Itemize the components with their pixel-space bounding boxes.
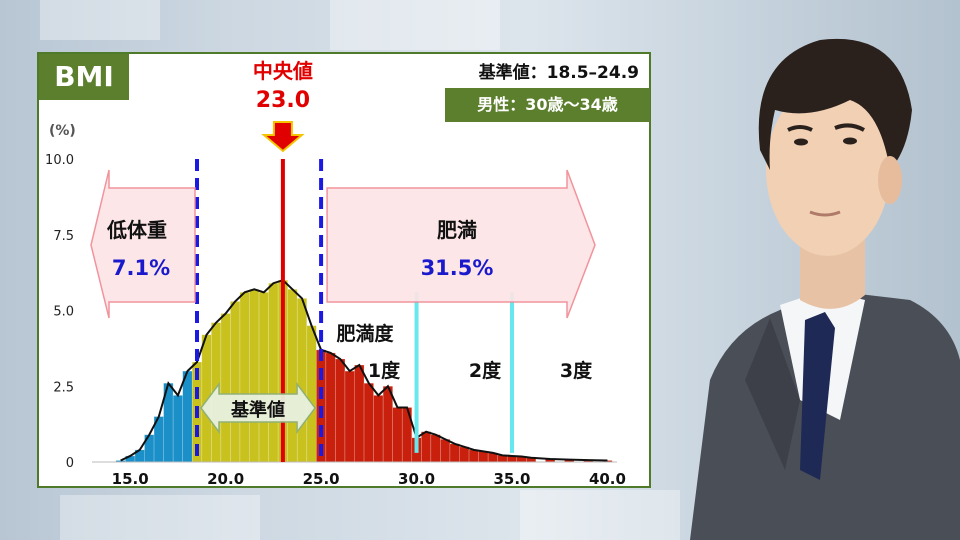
histogram-bar <box>335 358 346 463</box>
y-tick-label: 5.0 <box>53 305 74 320</box>
histogram-bar <box>382 385 393 463</box>
bmi-chart-panel: BMI 基準値：18.5–24.9 男性：30歳〜34歳 0 2.5 5.0 7.5 1… <box>37 52 651 488</box>
median-title: 中央値 <box>253 59 313 83</box>
histogram-bar <box>220 313 231 463</box>
median-arrow-icon <box>261 121 305 153</box>
median-value: 23.0 <box>256 88 310 113</box>
histogram-bar <box>344 370 355 463</box>
histogram-bar <box>249 288 260 463</box>
histogram-bar <box>296 298 308 463</box>
grade3-label: 3度 <box>560 359 593 382</box>
mouth <box>809 210 841 217</box>
histogram-bar <box>325 352 336 463</box>
histogram-bar <box>459 446 470 463</box>
obese-label: 肥満 <box>437 218 477 242</box>
x-tick-label: 25.0 <box>303 470 340 488</box>
histogram-bar <box>354 364 365 463</box>
hair <box>758 38 912 171</box>
obesity-degree-label: 肥満度 <box>336 322 394 345</box>
normal-range-arrow <box>200 381 317 435</box>
tie <box>800 312 835 480</box>
x-tick-label: 15.0 <box>112 470 149 488</box>
eye <box>843 137 857 145</box>
histogram-bar <box>172 395 183 463</box>
grade2-label: 2度 <box>469 359 502 382</box>
x-tick-label: 40.0 <box>589 470 626 488</box>
histogram-bar <box>449 443 460 463</box>
y-tick-label: 2.5 <box>53 380 74 395</box>
grade1-label: 1度 <box>368 359 401 382</box>
histogram-bar <box>287 288 298 463</box>
businessman-photo <box>690 38 960 540</box>
x-tick-label: 20.0 <box>207 470 244 488</box>
demographic-tag: 男性：30歳〜34歳 <box>445 88 650 122</box>
y-tick-label: 10.0 <box>45 153 74 168</box>
histogram-bar <box>440 438 451 463</box>
distribution-line <box>120 279 608 462</box>
histogram-bar <box>373 395 384 463</box>
histogram-bar <box>421 431 432 463</box>
lapel <box>745 318 800 470</box>
normal-range-label: 基準値 <box>230 399 285 421</box>
histogram-bar <box>306 325 317 463</box>
bmi-distribution-chart: 0 2.5 5.0 7.5 10.0 15.0 20.0 25.0 30.0 35.0 40.0 (%… <box>45 59 626 488</box>
histogram-bar <box>258 292 269 463</box>
obese-percent: 31.5% <box>421 256 494 280</box>
y-unit-label: (%) <box>49 123 76 139</box>
eyebrow <box>787 125 813 132</box>
eye <box>794 138 808 146</box>
x-tick-label: 30.0 <box>398 470 435 488</box>
ear <box>878 156 902 204</box>
histogram-bar <box>268 282 279 463</box>
bmi-tag: BMI <box>39 54 129 100</box>
standard-range-label: 基準値：18.5–24.9 <box>478 63 639 83</box>
histogram-bar <box>392 407 403 463</box>
underweight-percent: 7.1% <box>112 256 170 280</box>
underweight-label: 低体重 <box>106 218 167 242</box>
y-tick-label: 7.5 <box>53 229 74 244</box>
histogram-bar <box>363 382 374 463</box>
histogram-bar <box>478 451 489 463</box>
y-tick-label: 0 <box>66 456 74 471</box>
histogram-bar <box>430 434 441 463</box>
histogram-bar <box>239 292 250 463</box>
underweight-arrow <box>90 169 196 319</box>
histogram-bar <box>230 301 241 463</box>
histogram-bar <box>182 370 193 463</box>
histogram-bar <box>468 449 479 463</box>
x-tick-label: 35.0 <box>493 470 530 488</box>
obese-arrow <box>326 169 596 319</box>
eyebrow <box>834 123 865 132</box>
